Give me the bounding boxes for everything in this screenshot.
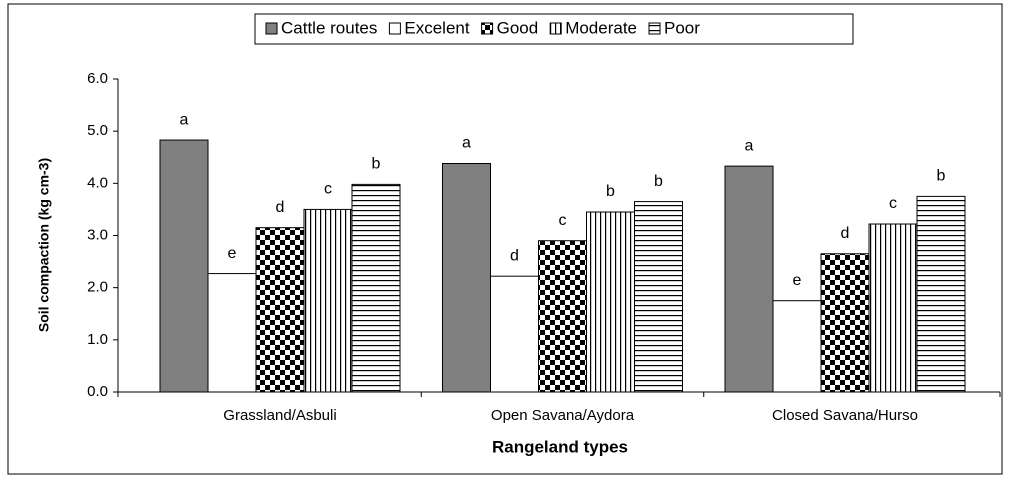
- legend-swatch: [549, 22, 562, 35]
- annotation: c: [889, 195, 897, 212]
- bar: [820, 253, 870, 393]
- legend-swatch: [265, 22, 278, 35]
- legend-label: Cattle routes: [281, 18, 377, 37]
- chart-border: [7, 3, 1003, 475]
- legend-label: Excelent: [404, 18, 469, 37]
- annotation: e: [793, 272, 802, 289]
- bar: [586, 211, 635, 393]
- bar: [724, 165, 774, 393]
- annotation: b: [372, 156, 381, 173]
- legend-swatch: [388, 22, 401, 35]
- x-axis-label: Rangeland types: [492, 437, 628, 456]
- x-tick-label: Closed Savana/Hurso: [772, 407, 918, 424]
- bar: [634, 201, 683, 393]
- annotation: b: [606, 183, 615, 200]
- annotation: d: [841, 225, 850, 242]
- y-tick-label: 4.0: [87, 174, 108, 191]
- legend-label: Moderate: [565, 18, 637, 37]
- bar: [159, 139, 209, 393]
- y-axis-label: Soil compaction (kg cm-3): [36, 158, 52, 332]
- annotation: d: [510, 247, 519, 264]
- x-tick-label: Grassland/Asbuli: [223, 407, 336, 424]
- annotation: d: [276, 199, 285, 216]
- bar: [916, 195, 966, 393]
- bar: [351, 183, 401, 393]
- y-tick-label: 3.0: [87, 226, 108, 243]
- bar: [538, 240, 587, 393]
- bar: [303, 208, 353, 393]
- legend-label: Poor: [664, 18, 700, 37]
- y-tick-label: 6.0: [87, 70, 108, 87]
- annotation: b: [654, 173, 663, 190]
- annotation: a: [180, 111, 189, 128]
- annotation: c: [324, 181, 332, 198]
- legend-swatch: [481, 22, 494, 35]
- annotation: a: [745, 137, 754, 154]
- annotation: a: [462, 135, 471, 152]
- annotation: c: [559, 212, 567, 229]
- y-tick-label: 2.0: [87, 279, 108, 296]
- bar: [255, 227, 305, 393]
- x-tick-label: Open Savana/Aydora: [491, 407, 635, 424]
- annotation: b: [937, 168, 946, 185]
- y-tick-label: 0.0: [87, 383, 108, 400]
- bar: [442, 163, 491, 393]
- y-tick-label: 5.0: [87, 122, 108, 139]
- bar: [490, 275, 539, 393]
- legend-swatch: [648, 22, 661, 35]
- bar: [772, 300, 822, 393]
- annotation: e: [228, 245, 237, 262]
- y-tick-label: 1.0: [87, 331, 108, 348]
- legend-label: Good: [497, 18, 539, 37]
- bar: [868, 223, 918, 393]
- bar: [207, 273, 257, 393]
